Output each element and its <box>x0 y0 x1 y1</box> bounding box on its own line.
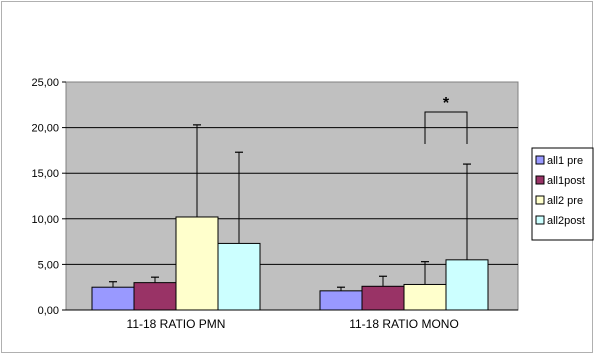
category-label: 11-18 RATIO PMN <box>127 317 226 331</box>
bars <box>91 216 489 311</box>
plot-area <box>65 81 519 311</box>
legend-label: all2post <box>547 215 585 227</box>
y-tick-label: 0,00 <box>38 305 59 317</box>
bar <box>133 282 177 311</box>
bar <box>217 242 261 311</box>
error-bars <box>109 124 471 291</box>
legend-swatch <box>535 155 545 165</box>
bar <box>175 216 219 311</box>
legend-swatch <box>535 215 545 225</box>
legend-swatch <box>535 195 545 205</box>
y-axis-ticks: 0,00 5,00 10,00 15,00 20,00 25,00 <box>31 77 66 317</box>
significance-bracket <box>424 111 468 144</box>
significance-star: * <box>443 95 450 112</box>
y-tick-label: 10,00 <box>31 214 59 226</box>
annotations: * <box>424 95 468 144</box>
legend: all1 pre all1post all2 pre all2post <box>531 147 594 241</box>
y-tick-label: 25,00 <box>31 77 59 89</box>
bar <box>445 259 489 311</box>
legend-label: all1post <box>547 175 585 187</box>
legend-swatch <box>535 175 545 185</box>
bar <box>361 285 405 311</box>
bar <box>319 290 363 311</box>
y-tick-label: 5,00 <box>38 259 59 271</box>
bar <box>403 283 447 311</box>
y-tick-label: 20,00 <box>31 123 59 135</box>
legend-label: all1 pre <box>547 155 583 167</box>
category-label: 11-18 RATIO MONO <box>349 317 459 331</box>
y-tick-label: 15,00 <box>31 168 59 180</box>
x-axis-categories: 11-18 RATIO PMN 11-18 RATIO MONO <box>127 317 459 331</box>
legend-label: all2 pre <box>547 195 583 207</box>
bar <box>91 286 135 311</box>
